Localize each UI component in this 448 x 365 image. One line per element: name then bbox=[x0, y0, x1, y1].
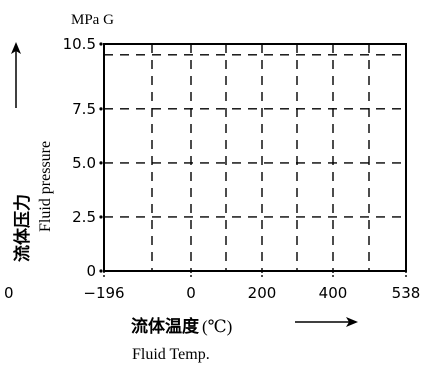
ticks bbox=[99, 42, 407, 277]
y-tick-label: 10.5 bbox=[63, 35, 96, 53]
y-tick-dot bbox=[99, 107, 103, 111]
x-tick-label: 200 bbox=[248, 284, 277, 302]
x-tick-label: 400 bbox=[319, 284, 348, 302]
plot-frame bbox=[103, 43, 407, 272]
x-tick-label: 0 bbox=[186, 284, 196, 302]
x-tick-label: −196 bbox=[83, 284, 124, 302]
y-tick-labels: 0 2.5 5.0 7.5 10.5 bbox=[63, 35, 96, 280]
grid bbox=[104, 44, 406, 271]
y-tick-dot bbox=[99, 42, 103, 46]
x-axis-unit: (℃) bbox=[202, 317, 232, 336]
y-axis-label-en: Fluid pressure bbox=[37, 141, 54, 232]
x-axis-label-en: Fluid Temp. bbox=[132, 346, 210, 363]
x-tick-labels: −196 0 200 400 538 bbox=[83, 284, 420, 302]
x-axis-label-cjk: 流体温度 bbox=[131, 316, 200, 337]
y-unit-label: MPa G bbox=[71, 12, 114, 28]
y-tick-label: 0 bbox=[86, 262, 96, 280]
y-tick-dot bbox=[99, 215, 103, 219]
y-tick-label: 5.0 bbox=[72, 154, 96, 172]
x-tick-label: 538 bbox=[392, 284, 421, 302]
y-tick-label: 2.5 bbox=[72, 208, 96, 226]
y-tick-label: 7.5 bbox=[72, 100, 96, 118]
y-axis-arrow bbox=[11, 42, 21, 108]
x-stray-label: 0 bbox=[4, 284, 14, 302]
x-axis-arrow bbox=[295, 317, 358, 327]
y-axis-label-cjk: 流体压力 bbox=[12, 194, 33, 262]
y-tick-dot bbox=[99, 161, 103, 165]
y-tick-dot bbox=[99, 269, 103, 273]
